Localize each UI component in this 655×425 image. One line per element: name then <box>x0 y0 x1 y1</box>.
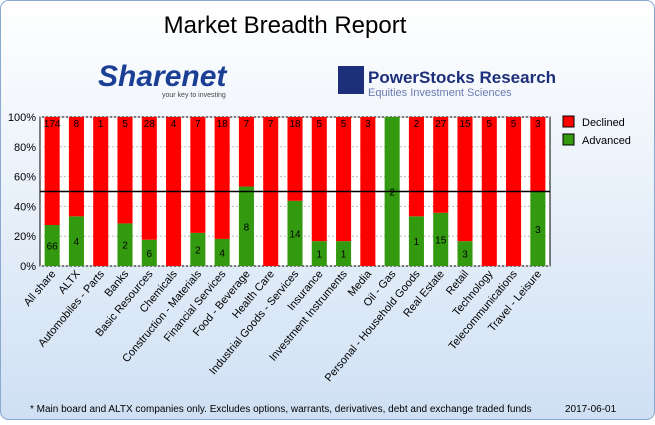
data-label: 7 <box>268 119 274 130</box>
data-label: 2 <box>389 188 395 199</box>
legend-label: Advanced <box>582 135 631 147</box>
bar-segment <box>141 117 157 240</box>
logo-tagline: your key to investing <box>162 92 226 99</box>
bar-segment <box>336 241 352 266</box>
bar-segment <box>433 117 449 213</box>
bar-segment <box>68 117 84 217</box>
legend-label: Declined <box>582 117 625 129</box>
data-label: 4 <box>171 119 177 130</box>
y-tick-label: 0% <box>20 261 36 273</box>
y-tick-label: 80% <box>14 142 36 154</box>
data-label: 174 <box>44 119 61 130</box>
data-label: 2 <box>122 241 128 252</box>
y-tick-label: 100% <box>8 112 36 124</box>
bar-segment <box>408 117 424 217</box>
data-label: 3 <box>535 119 541 130</box>
legend-swatch <box>562 115 575 128</box>
bar-segment <box>408 216 424 266</box>
bar-segment <box>214 117 230 239</box>
logo: Sharenet <box>98 60 228 93</box>
date: 2017-06-01 <box>565 404 617 415</box>
bar-segment <box>238 186 254 266</box>
data-label: 18 <box>289 119 301 130</box>
data-label: 18 <box>217 119 229 130</box>
data-label: 3 <box>462 250 468 261</box>
data-label: 66 <box>47 242 59 253</box>
data-label: 4 <box>219 248 225 259</box>
data-label: 5 <box>487 119 493 130</box>
bar-segment <box>141 239 157 266</box>
bar-segment <box>530 191 546 266</box>
logo: PowerStocks Research <box>368 68 556 87</box>
bar-segment <box>190 232 206 266</box>
data-label: 5 <box>122 119 128 130</box>
data-label: 5 <box>317 119 323 130</box>
data-label: 3 <box>365 119 371 130</box>
bar-segment <box>311 117 327 242</box>
bar-segment <box>117 117 133 224</box>
bar-segment <box>214 238 230 266</box>
bar-segment <box>117 223 133 266</box>
bar-segment <box>190 117 206 233</box>
data-label: 3 <box>535 225 541 236</box>
data-label: 7 <box>244 119 250 130</box>
data-label: 4 <box>74 237 80 248</box>
bar-segment <box>287 117 303 201</box>
bar-segment <box>457 117 473 242</box>
data-label: 2 <box>414 119 420 130</box>
data-label: 15 <box>435 235 447 246</box>
data-label: 1 <box>98 119 104 130</box>
bar-segment <box>44 117 60 226</box>
bar-segment <box>68 216 84 266</box>
data-label: 8 <box>244 222 250 233</box>
data-label: 15 <box>459 119 471 130</box>
footnote: * Main board and ALTX companies only. Ex… <box>30 404 532 415</box>
data-label: 6 <box>147 249 153 260</box>
y-tick-label: 60% <box>14 172 36 184</box>
data-label: 2 <box>195 245 201 256</box>
data-label: 7 <box>195 119 201 130</box>
logo-tagline: Equities Investment Sciences <box>368 87 512 99</box>
bar-segment <box>530 117 546 192</box>
logo-icon <box>338 66 364 94</box>
bar-segment <box>336 117 352 242</box>
data-label: 5 <box>511 119 517 130</box>
bar-segment <box>287 200 303 266</box>
data-label: 8 <box>74 119 80 130</box>
bar-segment <box>433 212 449 266</box>
bar-segment <box>44 225 60 266</box>
data-label: 5 <box>341 119 347 130</box>
y-tick-label: 40% <box>14 201 36 213</box>
y-tick-label: 20% <box>14 231 36 243</box>
data-label: 27 <box>435 119 447 130</box>
data-label: 1 <box>341 250 347 261</box>
data-label: 14 <box>289 229 301 240</box>
chart-title: Market Breadth Report <box>164 12 407 39</box>
data-label: 1 <box>414 237 420 248</box>
legend-swatch <box>562 133 575 146</box>
bar-segment <box>457 241 473 266</box>
bar-segment <box>311 241 327 266</box>
data-label: 28 <box>144 119 156 130</box>
data-label: 1 <box>317 250 323 261</box>
bar-segment <box>238 117 254 187</box>
